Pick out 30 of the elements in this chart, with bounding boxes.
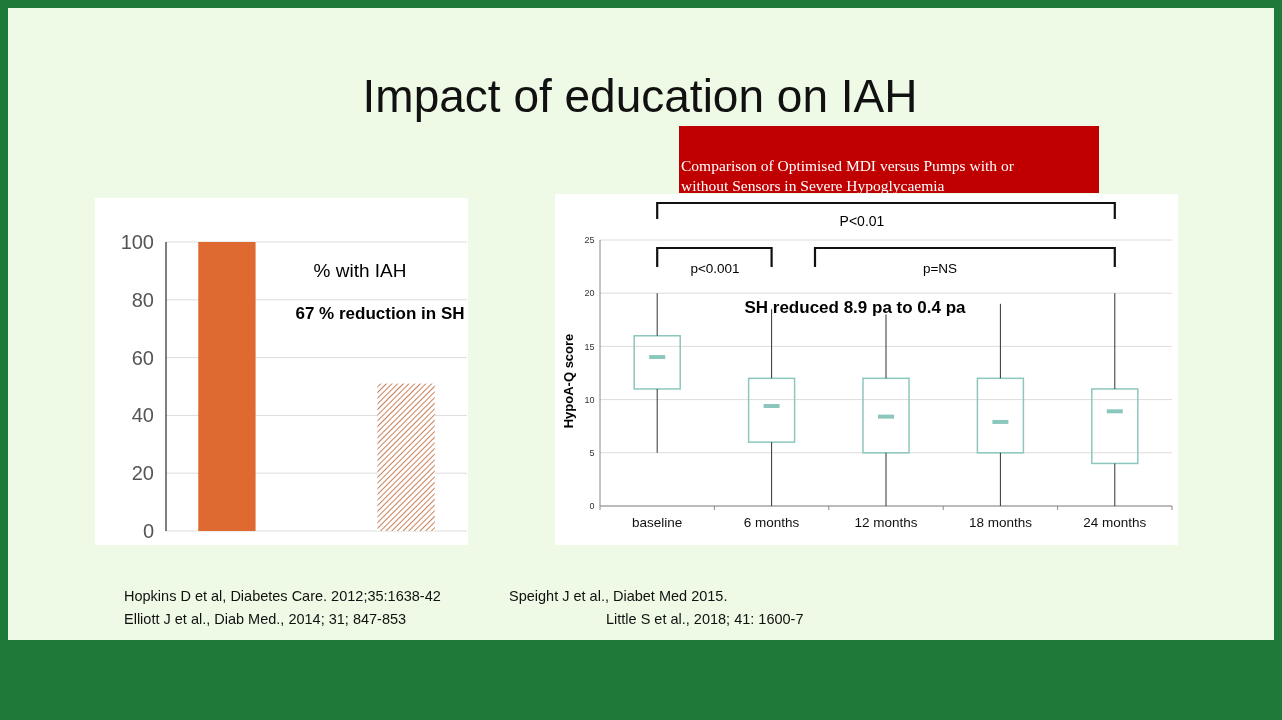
text: Elliott J et al., Diab Med., 2014; 31; 847-853 bbox=[124, 611, 407, 627]
x-tick-label: 24 months bbox=[1083, 515, 1147, 530]
y-tick-label: 20 bbox=[584, 288, 595, 299]
y-tick-label: 40 bbox=[131, 404, 154, 427]
x-tick-label: 12 months bbox=[854, 515, 918, 530]
text: Impact of education on IAH bbox=[362, 70, 918, 122]
y-tick-label: 25 bbox=[584, 235, 595, 246]
x-tick-label: 6 months bbox=[743, 515, 800, 530]
y-tick-label: 5 bbox=[589, 447, 595, 458]
annotation: p<0.001 bbox=[690, 261, 740, 276]
y-axis-title: HypoA-Q score bbox=[561, 333, 576, 429]
annotation: % with IAH bbox=[313, 260, 407, 281]
text: P<0.01 bbox=[839, 213, 885, 229]
text: Speight J et al., Diabet Med 2015. bbox=[509, 588, 728, 604]
annotation: 67 % reduction in SH bbox=[295, 304, 465, 323]
x-tick-label: 18 months bbox=[968, 515, 1033, 530]
y-tick-label: 100 bbox=[120, 231, 154, 253]
y-tick-label: 0 bbox=[142, 520, 154, 542]
annotation: p=NS bbox=[922, 261, 958, 276]
y-tick-label: 15 bbox=[584, 341, 595, 352]
text: Hopkins D et al, Diabetes Care. 2012;35:1638-42 bbox=[124, 588, 441, 604]
y-tick-label: 0 bbox=[589, 501, 595, 512]
annotation: SH reduced 8.9 pa to 0.4 pa bbox=[744, 298, 967, 317]
x-tick-label: baseline bbox=[632, 515, 683, 530]
y-tick-label: 20 bbox=[131, 462, 154, 485]
y-tick-label: 10 bbox=[584, 394, 595, 405]
y-tick-label: 60 bbox=[131, 346, 154, 369]
chart-subtitle: Comparison of Optimised MDI versus Pumps with or without Sensors in Severe Hypoglycaemia bbox=[681, 157, 1015, 194]
y-tick-label: 80 bbox=[131, 288, 154, 311]
text: Little S et al., 2018; 41: 1600-7 bbox=[606, 611, 804, 627]
